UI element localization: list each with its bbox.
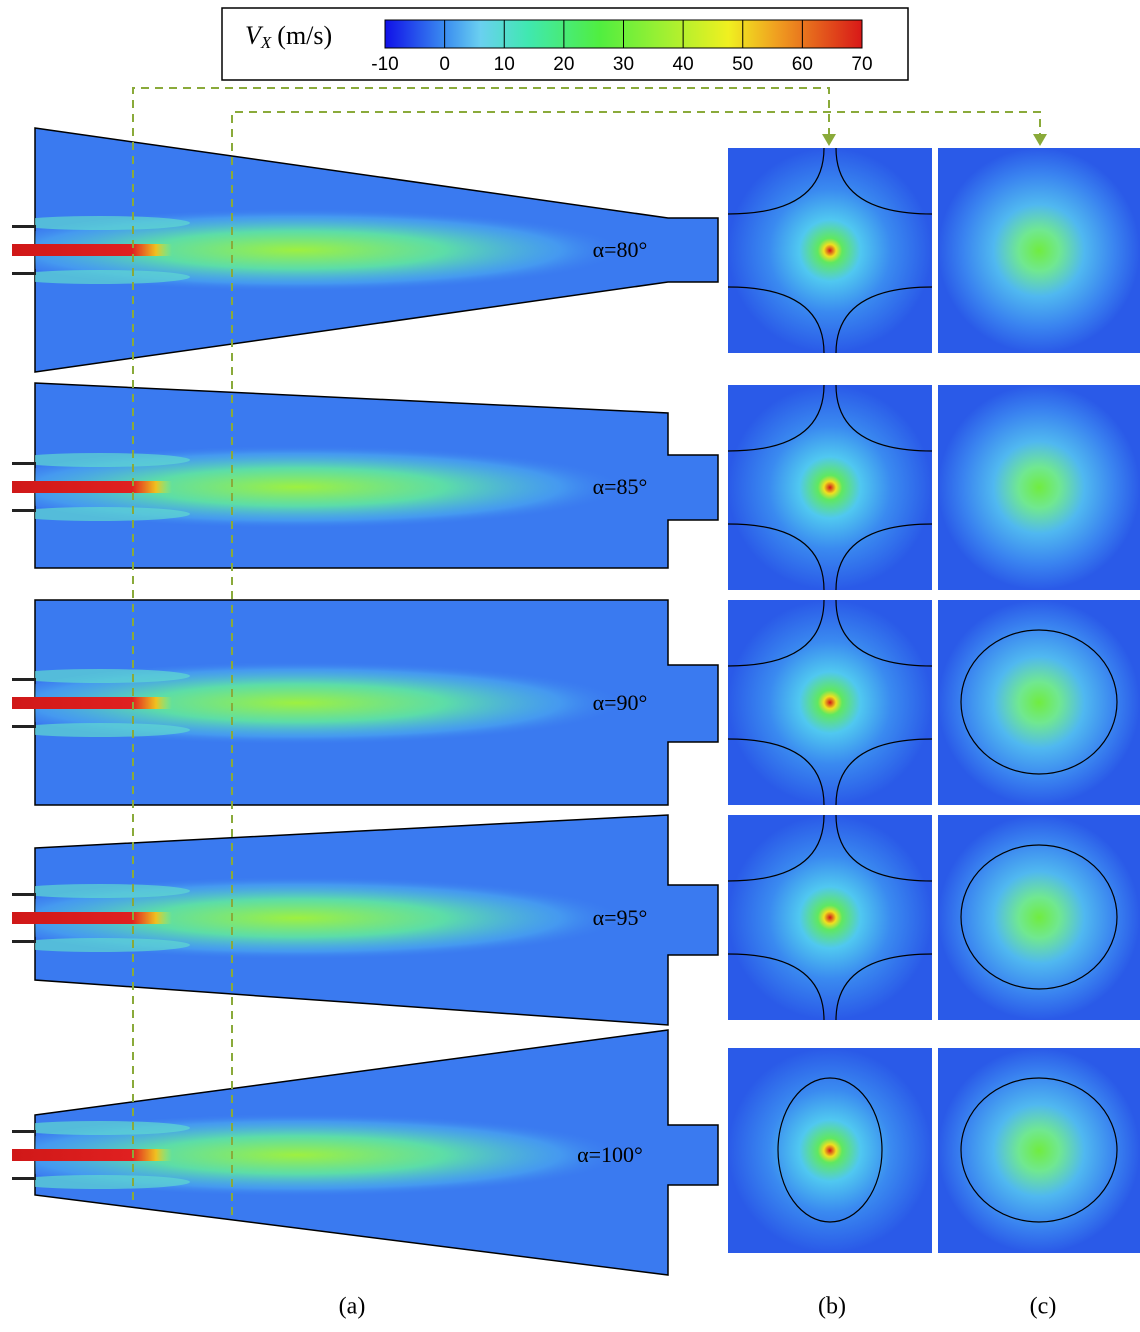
colorbar-tick-label: -10 <box>371 54 398 75</box>
panel-label: (a) <box>339 1294 366 1320</box>
section-b <box>728 815 932 1020</box>
contour <box>835 814 933 882</box>
nozzle <box>12 509 36 512</box>
jet-plume <box>35 208 660 292</box>
section-c <box>938 1048 1140 1253</box>
side-jet <box>35 884 190 898</box>
side-jet <box>35 507 190 521</box>
jet-core <box>12 481 172 493</box>
contour <box>727 599 825 667</box>
contour <box>835 953 933 1021</box>
colorbar-tick-label: 50 <box>732 54 753 75</box>
section-c <box>938 385 1140 590</box>
section-c <box>938 600 1140 805</box>
row-label: α=80° <box>593 237 648 262</box>
nozzle <box>12 678 36 681</box>
colorbar-tick-label: 10 <box>494 54 515 75</box>
nozzle <box>12 893 36 896</box>
colorbar-tick-label: 30 <box>613 54 634 75</box>
panel-label: (c) <box>1030 1294 1057 1320</box>
side-jet <box>35 216 190 230</box>
section-c <box>938 148 1140 353</box>
jet-group <box>35 1113 660 1197</box>
contour <box>777 1077 883 1223</box>
row-label: α=95° <box>593 905 648 930</box>
contour <box>835 286 933 354</box>
side-jet <box>35 453 190 467</box>
side-jet <box>35 669 190 683</box>
jet-core <box>12 697 172 709</box>
colorbar: VX (m/s) -10 0 10 20 30 40 50 60 70 <box>221 7 909 81</box>
jet-group <box>35 661 660 745</box>
jet-group <box>35 876 660 960</box>
guide-lines <box>132 87 1047 1215</box>
guide-line <box>231 111 1041 1215</box>
panel-label: (b) <box>818 1294 846 1320</box>
row-label: α=100° <box>577 1142 643 1167</box>
colorbar-title: VX (m/s) <box>245 21 332 52</box>
nozzle <box>12 940 36 943</box>
contour <box>727 523 825 591</box>
contour <box>727 384 825 452</box>
unit: (m/s) <box>277 21 332 50</box>
section-b <box>728 1048 932 1253</box>
nozzle <box>12 225 36 228</box>
contour <box>960 844 1118 990</box>
jet-core <box>12 1149 172 1161</box>
contour <box>727 147 825 215</box>
subscript: X <box>260 33 272 52</box>
colorbar-tick-label: 20 <box>553 54 574 75</box>
side-jet <box>35 938 190 952</box>
section-b <box>728 148 932 353</box>
jet-core <box>12 912 172 924</box>
nozzle <box>12 725 36 728</box>
nozzle <box>12 1177 36 1180</box>
cross-sections <box>727 147 1140 1253</box>
jet-plume <box>35 445 660 529</box>
row-label: α=85° <box>593 474 648 499</box>
nozzle <box>12 1130 36 1133</box>
chambers <box>12 127 719 1276</box>
side-jet <box>35 723 190 737</box>
contour <box>835 147 933 215</box>
side-jet <box>35 1175 190 1189</box>
side-jet <box>35 270 190 284</box>
nozzle <box>12 462 36 465</box>
nozzle <box>12 272 36 275</box>
contour <box>835 738 933 806</box>
row-label: α=90° <box>593 690 648 715</box>
jet-group <box>35 445 660 529</box>
guide-line <box>132 87 830 1200</box>
contour <box>835 523 933 591</box>
colorbar-tick-label: 0 <box>439 54 450 75</box>
colorbar-tick-label: 60 <box>792 54 813 75</box>
contour <box>835 384 933 452</box>
contour <box>727 738 825 806</box>
jet-group <box>35 208 660 292</box>
section-b <box>728 385 932 590</box>
colorbar-tick-label: 70 <box>851 54 872 75</box>
contour <box>727 953 825 1021</box>
arrow-head <box>1033 134 1047 146</box>
side-jet <box>35 1121 190 1135</box>
contour <box>835 599 933 667</box>
colorbar-tick-label: 40 <box>673 54 694 75</box>
jet-plume <box>35 876 660 960</box>
symbol: V <box>245 21 264 50</box>
jet-plume <box>35 661 660 745</box>
contour <box>960 629 1118 775</box>
contour <box>727 814 825 882</box>
jet-core <box>12 244 172 256</box>
jet-plume <box>35 1113 660 1197</box>
contour <box>960 1077 1118 1223</box>
section-c <box>938 815 1140 1020</box>
arrow-head <box>822 134 836 146</box>
contour <box>727 286 825 354</box>
section-b <box>728 600 932 805</box>
